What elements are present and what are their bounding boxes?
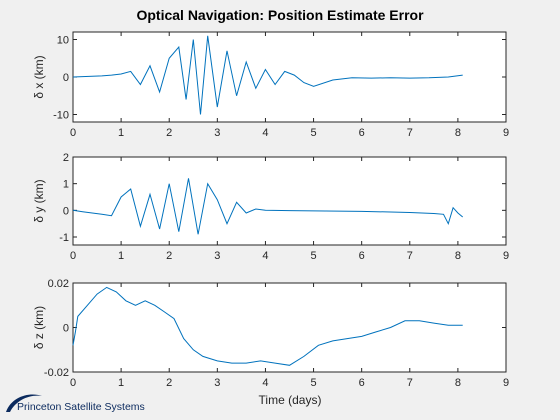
y-tick-label: 0.02: [48, 278, 69, 290]
x-tick-label: 9: [503, 127, 509, 139]
x-tick-label: 4: [262, 127, 268, 139]
x-tick-label: 7: [407, 250, 413, 262]
chart-title: Optical Navigation: Position Estimate Er…: [136, 7, 424, 23]
x-tick-label: 2: [166, 377, 172, 389]
series-line-dx: [72, 35, 463, 115]
x-tick-label: 0: [70, 250, 76, 262]
series-line-dy: [72, 178, 464, 235]
x-tick-label: 2: [166, 127, 172, 139]
company-logo-text: Princeton Satellite Systems: [17, 401, 145, 413]
x-tick-label: 8: [455, 250, 461, 262]
x-tick-label: 2: [166, 250, 172, 262]
y-tick-label: 10: [57, 35, 69, 47]
plot-area-dx: [72, 31, 507, 123]
y-tick-label: 2: [63, 152, 69, 164]
x-tick-label: 6: [359, 250, 365, 262]
x-tick-label: 3: [214, 127, 220, 139]
x-tick-label: 3: [214, 377, 220, 389]
y-tick-label: 0: [63, 72, 69, 84]
series-line-dz: [72, 286, 463, 366]
x-tick-label: 1: [118, 127, 124, 139]
x-tick-label: 1: [118, 250, 124, 262]
x-tick-label: 4: [262, 377, 268, 389]
x-tick-label: 1: [118, 377, 124, 389]
orbit-swoosh-icon: [6, 394, 42, 412]
x-tick-label: 7: [407, 127, 413, 139]
subplot-dz: 0 1 2 3 4 5 6 7 8 90.020-0.02δ z (km): [32, 278, 509, 389]
x-tick-label: 7: [407, 377, 413, 389]
y-tick-label: -0.02: [44, 367, 69, 379]
plot-area-dy: [72, 156, 507, 246]
plot-area-dz: [72, 282, 507, 373]
y-tick-label: 0: [63, 323, 69, 335]
x-tick-label: 5: [310, 377, 316, 389]
x-tick-label: 5: [310, 127, 316, 139]
x-tick-label: 9: [503, 377, 509, 389]
y-axis-label-dy: δ y (km): [32, 179, 46, 222]
y-tick-label: -10: [53, 110, 69, 122]
y-axis-label-dx: δ x (km): [32, 55, 46, 98]
y-axis-label-dz: δ z (km): [32, 306, 46, 349]
company-logo: Princeton Satellite Systems: [4, 390, 164, 418]
x-tick-label: 0: [70, 377, 76, 389]
x-tick-label: 3: [214, 250, 220, 262]
x-tick-label: 6: [359, 377, 365, 389]
x-tick-label: 9: [503, 250, 509, 262]
y-tick-label: 0: [63, 205, 69, 217]
x-tick-label: 4: [262, 250, 268, 262]
x-tick-label: 6: [359, 127, 365, 139]
x-axis-label: Time (days): [259, 393, 322, 407]
x-tick-label: 8: [455, 127, 461, 139]
x-tick-label: 0: [70, 127, 76, 139]
y-tick-label: 1: [63, 179, 69, 191]
x-tick-label: 8: [455, 377, 461, 389]
x-tick-label: 5: [310, 250, 316, 262]
y-tick-label: -1: [59, 232, 69, 244]
